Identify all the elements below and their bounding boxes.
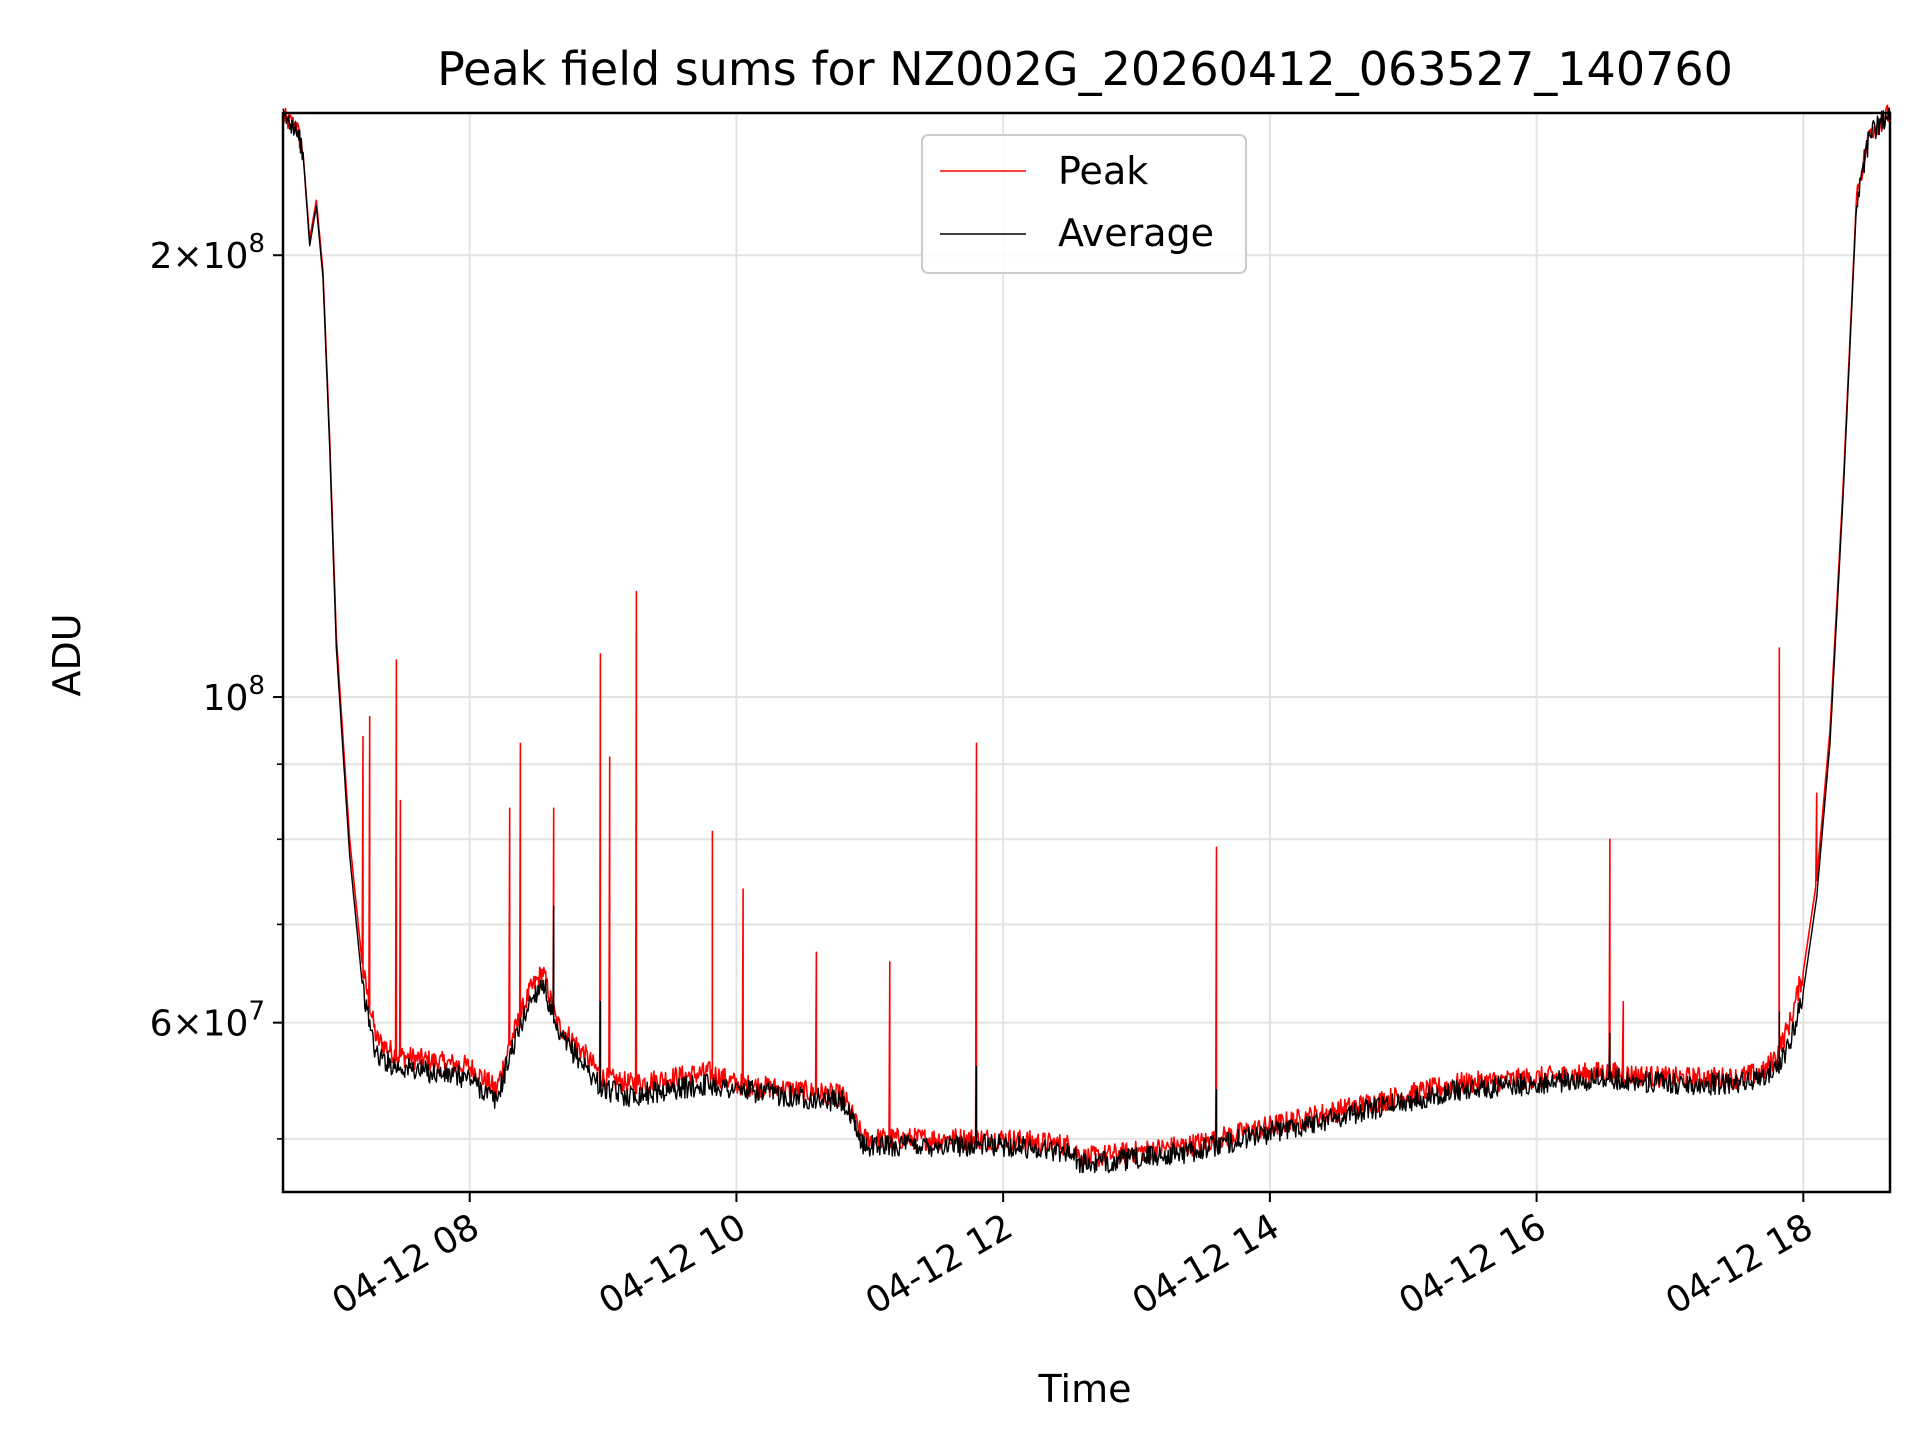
plot-series <box>282 104 1891 1174</box>
chart-title: Peak field sums for NZ002G_20260412_0635… <box>437 42 1733 96</box>
legend-label-average: Average <box>1058 211 1214 255</box>
y-tick-label: 6×107 <box>150 997 265 1045</box>
legend-label-peak: Peak <box>1058 149 1148 193</box>
series-line-average <box>282 107 1891 1174</box>
y-tick-label: 2×108 <box>150 229 265 277</box>
legend-box <box>921 134 1247 274</box>
legend: Peak Average <box>921 134 1247 274</box>
x-axis-label: Time <box>1038 1367 1132 1411</box>
plot-frame <box>281 111 1892 1194</box>
y-tick-label: 108 <box>203 671 265 719</box>
grid <box>283 113 1890 1192</box>
y-axis-label: ADU <box>45 613 89 696</box>
